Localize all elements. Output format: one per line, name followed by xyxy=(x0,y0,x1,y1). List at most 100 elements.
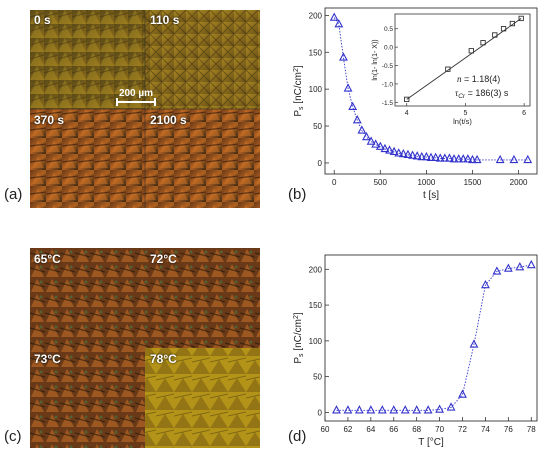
data-point xyxy=(458,389,467,398)
x-tick-label: 72 xyxy=(458,425,467,434)
y-tick-label: 200 xyxy=(309,265,323,274)
data-point xyxy=(385,145,394,154)
x-tick-label: 0 xyxy=(332,178,337,187)
data-point xyxy=(454,154,464,163)
data-point xyxy=(339,52,348,61)
micrograph-temp-image xyxy=(30,248,260,448)
x-tick-label: 70 xyxy=(435,425,444,434)
x-tick-label: 1500 xyxy=(464,178,482,187)
data-point xyxy=(394,148,404,157)
data-point xyxy=(408,150,417,159)
data-point xyxy=(449,154,459,163)
x-tick-label: 64 xyxy=(366,425,375,434)
data-point xyxy=(380,143,390,153)
data-point xyxy=(389,405,399,414)
data-point xyxy=(403,149,413,158)
data-point xyxy=(440,153,450,162)
data-point xyxy=(398,148,408,158)
label-370s: 370 s xyxy=(34,113,65,127)
panel-letter-b: (b) xyxy=(288,186,307,203)
label-65c: 65°C xyxy=(34,252,61,266)
inset-fit-line xyxy=(406,18,522,100)
series-line xyxy=(336,264,532,411)
inset-y-tick-label: -1.0 xyxy=(382,81,394,88)
inset-annotation-tau: τCr = 186(3) s xyxy=(455,88,509,100)
x-tick-label: 66 xyxy=(389,425,398,434)
panel-letter-d: (d) xyxy=(288,428,307,445)
x-tick-label: 78 xyxy=(527,425,536,434)
inset-data-point xyxy=(480,40,486,46)
data-point xyxy=(423,405,433,414)
chart-polarization-vs-temperature: 60 62 64 66 68 70 72 74 76 78 0 50 100 150 200 T [°C] Ps… xyxy=(293,254,538,448)
x-axis-label: t [s] xyxy=(423,190,439,201)
data-point xyxy=(435,153,445,162)
data-point xyxy=(458,154,468,163)
data-point xyxy=(469,339,479,348)
inset-y-tick-label: 0.0 xyxy=(384,45,393,52)
data-point xyxy=(426,152,436,161)
label-72c: 72°C xyxy=(150,252,177,266)
x-tick-label: 76 xyxy=(504,425,513,434)
plot-frame xyxy=(324,7,538,175)
data-point xyxy=(472,154,482,164)
label-2100s: 2100 s xyxy=(150,113,187,127)
inset-y-tick-label: -1.5 xyxy=(382,100,394,107)
x-tick-label: 60 xyxy=(321,425,330,434)
panel-letter-a: (a) xyxy=(4,186,23,203)
inset-x-axis-label: ln(t/s) xyxy=(453,117,472,126)
data-point xyxy=(495,154,505,164)
x-tick-label: 1000 xyxy=(417,178,435,187)
scalebar-label: 200 µm xyxy=(119,88,153,99)
y-tick-label: 0 xyxy=(318,408,323,417)
y-axis-label: Ps [nC/cm2] xyxy=(293,65,305,117)
inset-y-tick-label: 0.5 xyxy=(384,26,393,33)
inset-data-point xyxy=(468,48,474,54)
data-point xyxy=(526,259,536,269)
plot-frame xyxy=(324,254,538,422)
x-tick-label: 500 xyxy=(374,178,388,187)
data-point xyxy=(366,405,376,414)
data-point xyxy=(332,405,341,414)
data-point xyxy=(421,151,431,161)
data-point xyxy=(343,83,353,92)
data-point xyxy=(348,101,358,111)
inset-data-point xyxy=(509,20,516,27)
label-110s: 110 s xyxy=(150,13,180,27)
data-point xyxy=(431,152,441,161)
x-tick-label: 74 xyxy=(481,425,490,434)
x-tick-label: 62 xyxy=(343,425,352,434)
inset-x-tick-label: 4 xyxy=(405,110,409,117)
data-point xyxy=(515,262,525,271)
y-axis-label: Ps [nC/cm2] xyxy=(293,312,305,364)
data-point xyxy=(329,12,339,21)
x-axis-label: T [°C] xyxy=(418,437,444,448)
y-tick-label: 100 xyxy=(309,85,323,94)
y-tick-label: 200 xyxy=(309,11,323,20)
inset-y-axis-label: ln(1- ln(1- X)) xyxy=(372,39,379,80)
y-tick-label: 50 xyxy=(313,122,322,131)
label-73c: 73°C xyxy=(34,352,61,366)
data-point xyxy=(354,405,364,414)
data-point xyxy=(357,125,367,134)
x-tick-label: 68 xyxy=(412,425,421,434)
chart-polarization-vs-time: 0 500 1000 1500 2000 0 50 100 150 200 t [s] Ps [nC/… xyxy=(293,7,538,201)
data-point xyxy=(503,263,513,272)
data-point xyxy=(412,405,422,414)
inset-annotation-n: n = 1.18(4) xyxy=(457,74,500,84)
data-point xyxy=(412,151,422,160)
data-point xyxy=(417,151,427,161)
micrograph-time-image: 200 µm xyxy=(30,10,260,208)
y-tick-label: 150 xyxy=(309,301,323,310)
y-tick-label: 0 xyxy=(318,159,323,168)
data-point xyxy=(375,141,385,150)
data-point xyxy=(463,154,473,163)
data-point xyxy=(334,19,344,28)
data-point xyxy=(492,266,502,275)
data-point xyxy=(362,132,371,141)
inset-data-point xyxy=(518,15,524,22)
data-point xyxy=(366,136,376,145)
inset-y-tick-label: -0.5 xyxy=(382,63,394,70)
inset-data-point xyxy=(500,26,507,32)
label-78c: 78°C xyxy=(150,352,177,366)
micrograph-grid-temp: 65°C 72°C 73°C 78°C xyxy=(30,248,260,448)
